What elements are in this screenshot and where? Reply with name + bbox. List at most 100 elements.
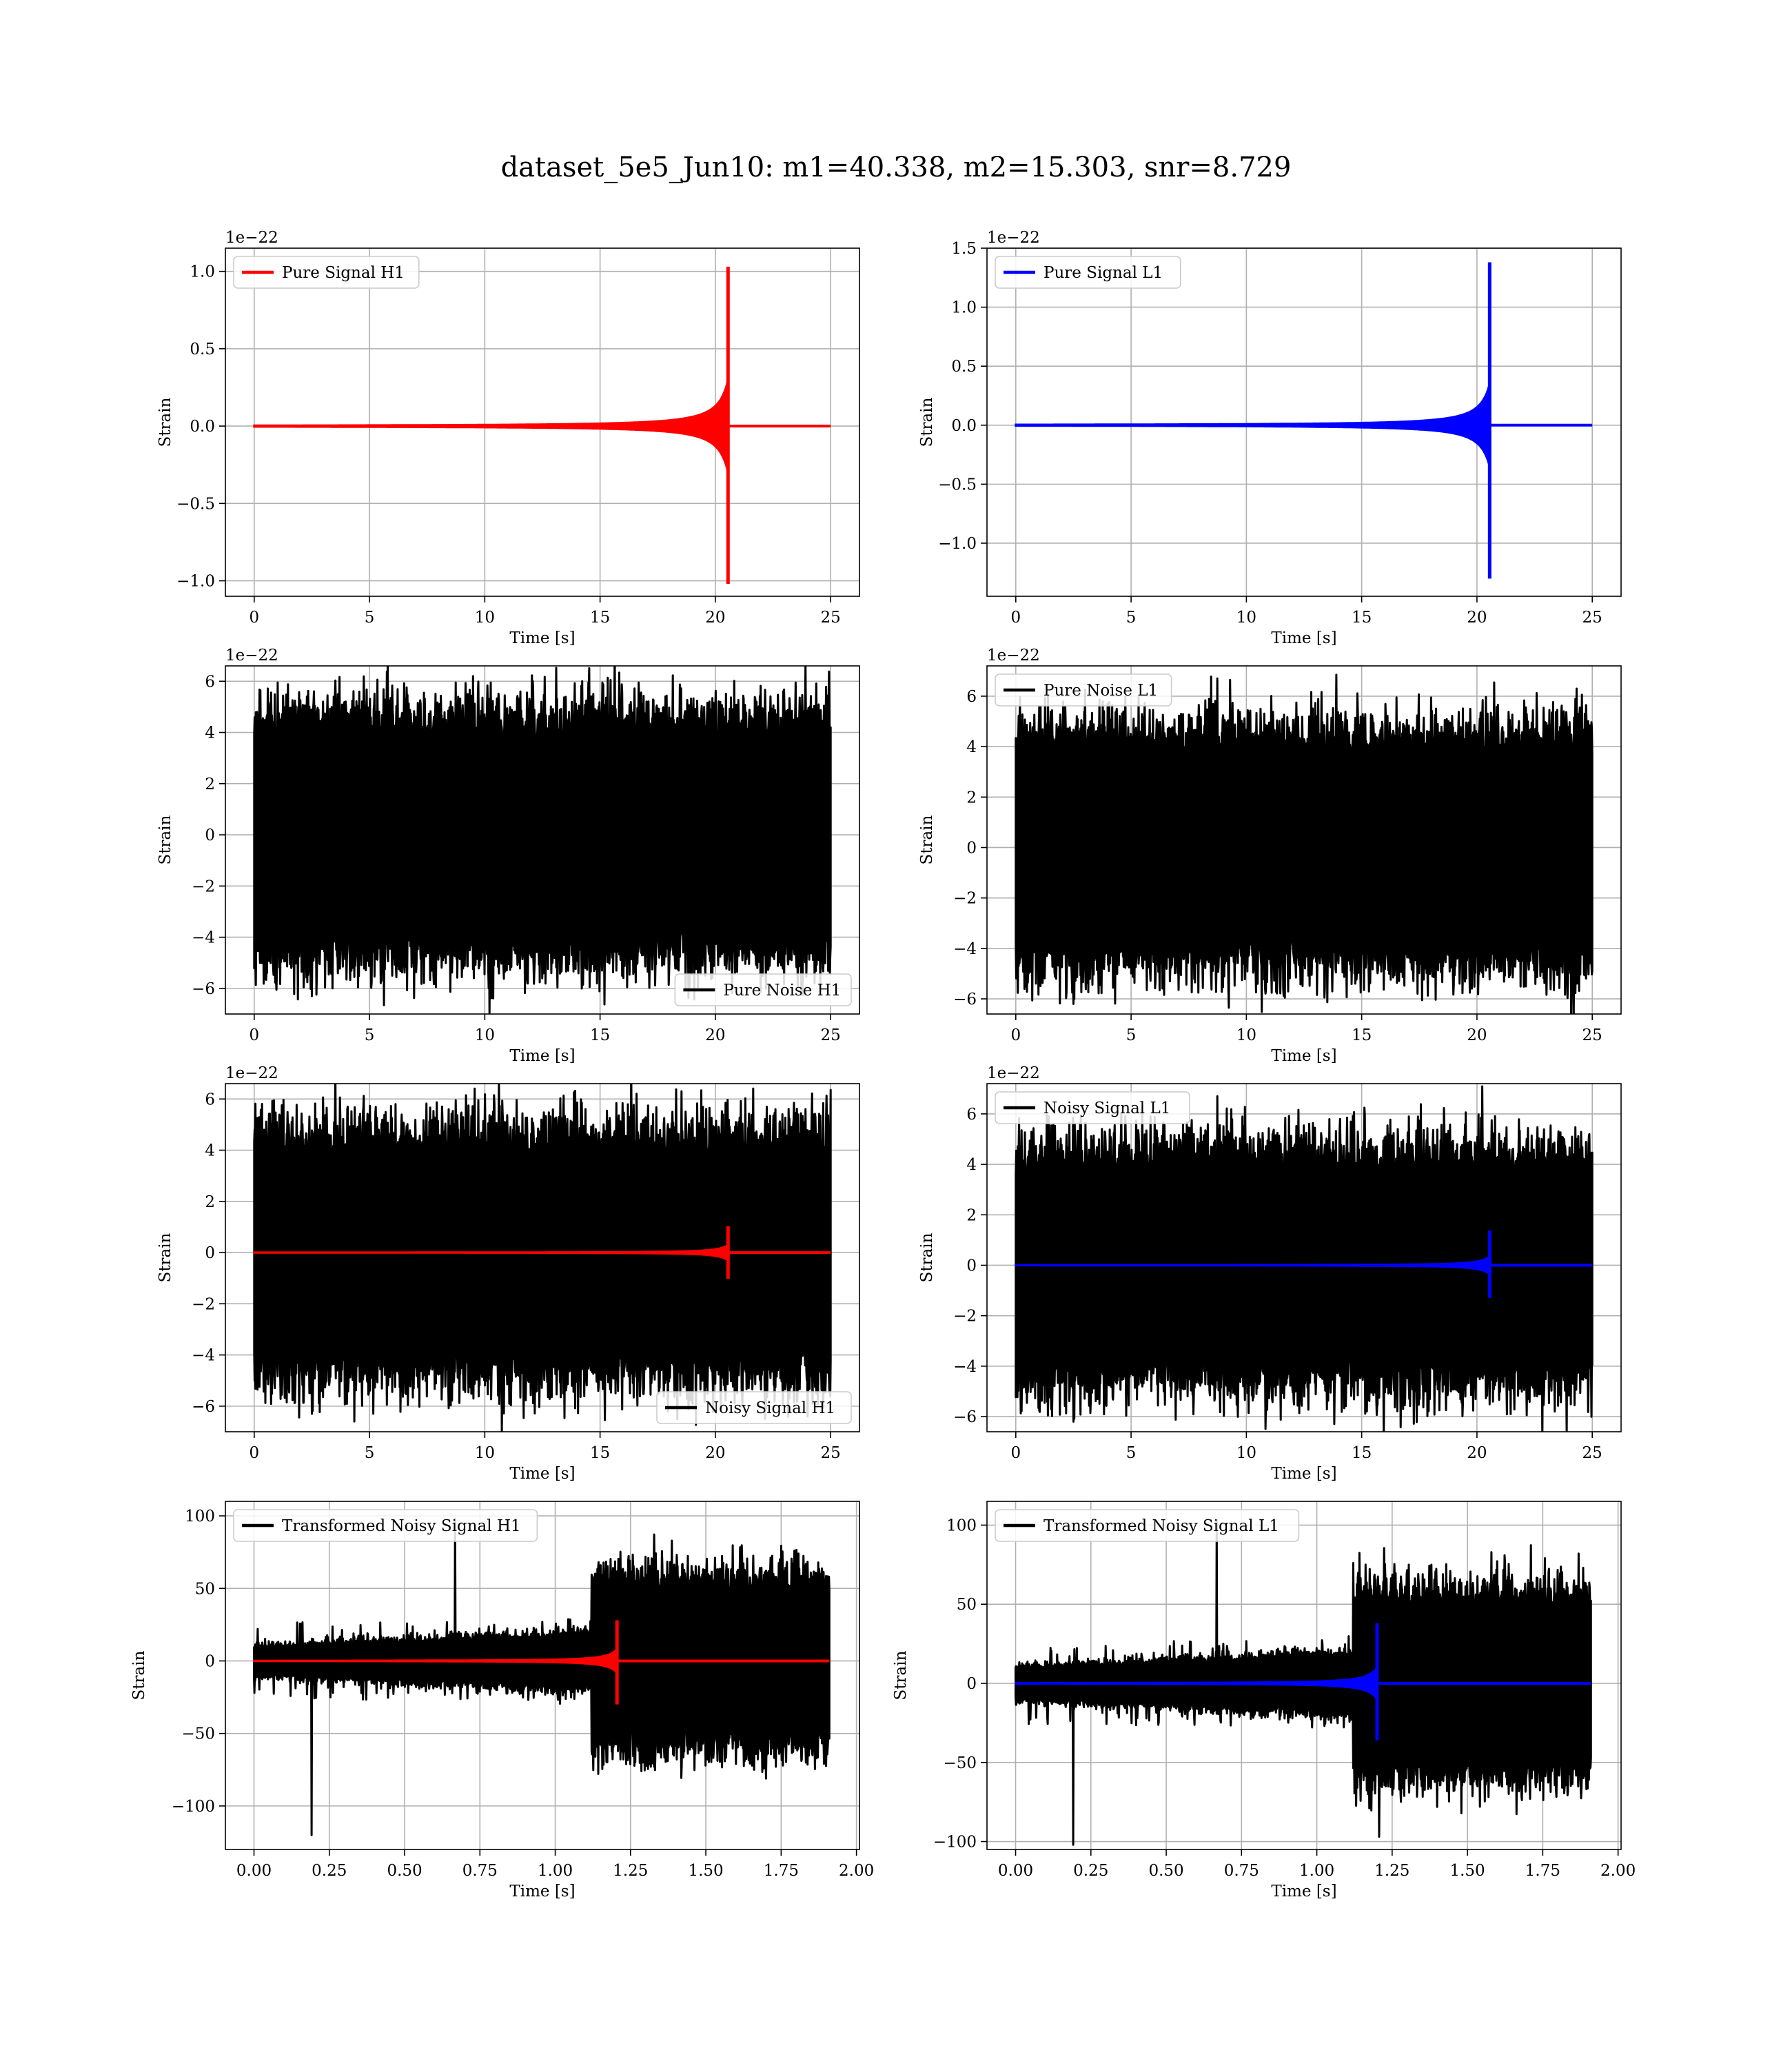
- x-axis-label: Time [s]: [509, 1883, 575, 1900]
- x-tick-label: 0.50: [387, 1862, 422, 1880]
- x-tick-label: 1.75: [764, 1862, 799, 1880]
- y-tick-label: −4: [953, 940, 977, 958]
- plot-area: [1015, 262, 1593, 579]
- subplot-1: 0 5 10 15 20 25 −1.0 −0.5 0.0 0.5 1.0 Time [s] Strai…: [156, 229, 860, 647]
- subplot-8: 0.00 0.25 0.50 0.75 1.00 1.25 1.50 1.75 2.00 −100…: [892, 1501, 1636, 1900]
- y-tick-label: 6: [205, 673, 215, 691]
- legend-box: [233, 1509, 538, 1542]
- pure-noise-l1-trace: [1015, 673, 1594, 1014]
- y-tick-label: −2: [192, 878, 215, 895]
- transformed-noisy-signal-h1-trace: [253, 1517, 831, 1836]
- y-tick-label: 0.5: [190, 341, 215, 358]
- y-tick-label: 4: [205, 1142, 215, 1160]
- x-tick-label: 10: [1236, 609, 1256, 627]
- subplot-2: 0 5 10 15 20 25 −1.0 −0.5 0.0 0.5 1.0 1.5 Time [s] St…: [918, 229, 1622, 647]
- y-axis-label: Strain: [892, 1650, 910, 1700]
- y-tick-label: −2: [953, 1308, 977, 1326]
- axes-frame: [225, 1083, 860, 1432]
- y-axis-label: Strain: [156, 815, 174, 864]
- y-axis-label: Strain: [156, 1233, 174, 1282]
- x-tick-label: 25: [821, 1026, 841, 1044]
- offset-label: 1e−22: [225, 229, 278, 247]
- x-axis-label: Time [s]: [509, 1465, 575, 1483]
- x-tick-label: 0: [249, 609, 259, 627]
- plot-area: [1015, 673, 1594, 1014]
- y-tick-label: 100: [185, 1508, 215, 1525]
- x-tick-label: 10: [1236, 1026, 1256, 1044]
- x-tick-label: 20: [705, 1444, 725, 1462]
- legend-label: Transformed Noisy Signal L1: [1043, 1517, 1279, 1535]
- y-tick-label: 4: [966, 738, 977, 756]
- x-tick-label: 0.25: [1073, 1862, 1108, 1880]
- y-axis-label: Strain: [918, 397, 936, 447]
- x-tick-label: 1.00: [1299, 1862, 1334, 1880]
- y-tick-label: −4: [192, 1347, 215, 1365]
- y-tick-label: 0: [205, 827, 215, 844]
- x-tick-label: 15: [590, 609, 610, 627]
- plot-area: [1015, 1519, 1592, 1846]
- x-tick-label: 0.50: [1148, 1862, 1183, 1880]
- x-tick-label: 20: [1467, 609, 1487, 627]
- legend: Pure Noise H1: [674, 973, 852, 1006]
- legend: Transformed Noisy Signal L1: [995, 1509, 1300, 1542]
- legend: Pure Noise L1: [995, 673, 1172, 707]
- legend-box: [674, 973, 852, 1006]
- y-tick-label: 0.0: [190, 418, 215, 436]
- y-tick-label: 4: [205, 724, 215, 742]
- x-axis-label: Time [s]: [509, 1047, 575, 1065]
- offset-label: 1e−22: [987, 229, 1040, 247]
- subplot-5: 0 5 10 15 20 25 −6 −4 −2 0 2 4 6 Time [s] Strain 1e−22 N…: [156, 1064, 860, 1483]
- plot-area: [253, 266, 831, 585]
- subplot-4: 0 5 10 15 20 25 −6 −4 −2 0 2 4 6 Time [s] Strain 1e−22P…: [918, 647, 1622, 1065]
- y-tick-label: 0: [966, 1257, 977, 1275]
- y-tick-label: −0.5: [176, 495, 215, 513]
- y-tick-label: −100: [933, 1834, 977, 1852]
- y-tick-label: 6: [966, 1106, 977, 1124]
- legend-label: Pure Signal H1: [282, 264, 405, 282]
- y-tick-label: 6: [966, 688, 977, 706]
- legend-box: [995, 1091, 1190, 1124]
- x-tick-label: 15: [1352, 1444, 1372, 1462]
- legend: Transformed Noisy Signal H1: [233, 1509, 538, 1542]
- y-tick-label: 6: [205, 1091, 215, 1108]
- legend-label: Pure Noise L1: [1043, 682, 1158, 700]
- y-tick-label: 0: [966, 1675, 977, 1693]
- x-tick-label: 20: [705, 609, 725, 627]
- x-tick-label: 5: [365, 1026, 375, 1044]
- x-axis-label: Time [s]: [509, 629, 575, 647]
- x-tick-label: 10: [475, 1026, 495, 1044]
- y-axis-label: Strain: [156, 397, 174, 447]
- offset-label: 1e−22: [987, 647, 1040, 665]
- x-axis-label: Time [s]: [1271, 1465, 1336, 1483]
- x-axis-label: Time [s]: [1271, 1047, 1336, 1065]
- x-tick-label: 10: [475, 1444, 495, 1462]
- offset-label: 1e−22: [225, 1064, 278, 1082]
- x-tick-label: 5: [365, 1444, 375, 1462]
- legend-label: Noisy Signal L1: [1043, 1099, 1170, 1117]
- y-tick-label: −100: [172, 1798, 215, 1816]
- axes-frame: [225, 247, 860, 597]
- noisy-signal-h1-trace: [253, 1084, 832, 1432]
- y-tick-label: 4: [966, 1156, 977, 1174]
- x-axis-label: Time [s]: [1271, 629, 1336, 647]
- x-tick-label: 10: [1236, 1444, 1256, 1462]
- y-tick-label: 2: [966, 1206, 977, 1224]
- y-tick-label: −6: [953, 1408, 977, 1426]
- x-tick-label: 20: [705, 1026, 725, 1044]
- axes-frame: [986, 247, 1622, 597]
- y-tick-label: 0: [966, 839, 977, 857]
- y-tick-label: −6: [192, 980, 215, 998]
- x-tick-label: 1.50: [1449, 1862, 1485, 1880]
- y-tick-label: 50: [195, 1580, 215, 1598]
- y-tick-label: 2: [205, 1193, 215, 1211]
- y-tick-label: 1.5: [951, 240, 977, 258]
- legend-label: Transformed Noisy Signal H1: [282, 1517, 521, 1535]
- x-tick-label: 5: [1126, 1444, 1137, 1462]
- x-tick-label: 10: [475, 609, 495, 627]
- y-tick-label: −4: [953, 1358, 977, 1376]
- x-tick-label: 25: [1582, 609, 1602, 627]
- x-tick-label: 0: [1010, 1444, 1021, 1462]
- x-tick-label: 0: [1010, 1026, 1021, 1044]
- x-tick-label: 1.25: [1374, 1862, 1409, 1880]
- y-tick-label: 50: [957, 1596, 977, 1614]
